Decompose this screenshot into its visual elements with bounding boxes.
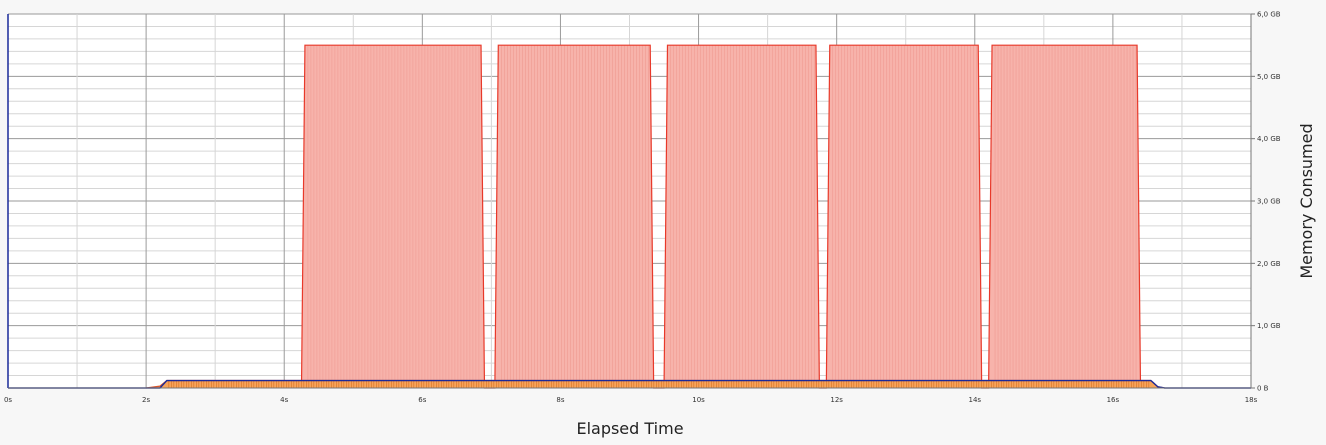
series-1-area — [146, 380, 1165, 388]
x-tick-label: 18s — [1245, 396, 1258, 404]
x-tick-label: 12s — [830, 396, 843, 404]
x-tick-label: 0s — [4, 396, 12, 404]
x-tick-label: 2s — [142, 396, 150, 404]
y-tick-label: 1,0 GB — [1257, 322, 1281, 330]
series-1-hatch — [168, 380, 1150, 388]
y-tick-label: 3,0 GB — [1257, 198, 1281, 206]
y-tick-label: 5,0 GB — [1257, 73, 1281, 81]
series-layer — [8, 44, 1251, 389]
y-tick-label: 6,0 GB — [1257, 11, 1281, 19]
y-tick-label: 2,0 GB — [1257, 260, 1281, 268]
x-tick-label: 6s — [418, 396, 426, 404]
x-tick-label: 8s — [556, 396, 564, 404]
x-axis-title: Elapsed Time — [576, 419, 683, 438]
axes — [7, 13, 1255, 389]
tick-labels: 0s 2s 4s 6s 8s 10s 12s 14s 16s 18s 0 B 1,0 GB 2,0 GB… — [4, 11, 1281, 405]
x-tick-label: 14s — [968, 396, 981, 404]
y-tick-label: 4,0 GB — [1257, 135, 1281, 143]
series-0-hatch — [307, 45, 1137, 388]
y-axis-title: Memory Consumed — [1297, 123, 1316, 278]
x-tick-label: 10s — [692, 396, 705, 404]
series-0-area — [301, 45, 1141, 389]
x-tick-label: 4s — [280, 396, 288, 404]
x-tick-label: 16s — [1107, 396, 1120, 404]
y-tick-label: 0 B — [1257, 385, 1269, 393]
